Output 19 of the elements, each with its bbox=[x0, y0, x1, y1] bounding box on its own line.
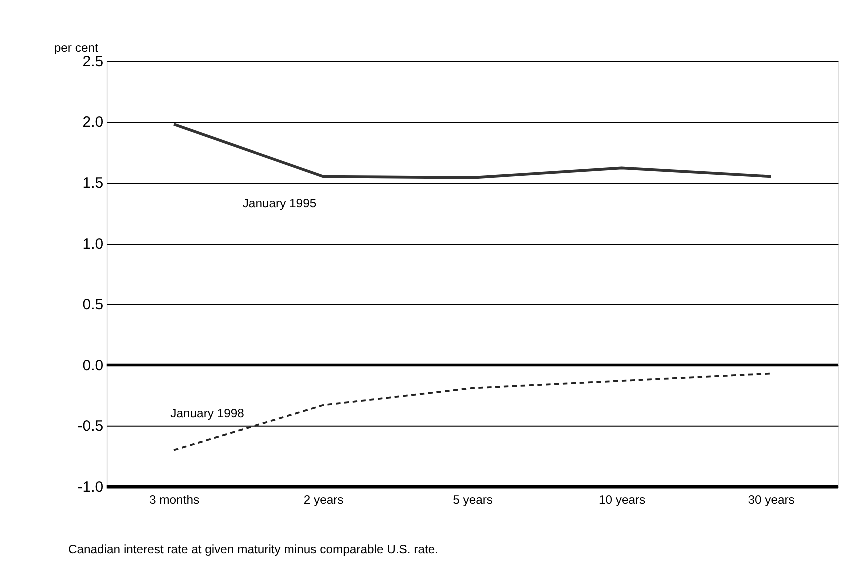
y-tick-label: 2.5 bbox=[82, 53, 104, 70]
x-tick-label: 3 months bbox=[149, 493, 200, 508]
series-label: January 1995 bbox=[242, 196, 317, 210]
x-tick-label: 30 years bbox=[748, 493, 795, 508]
x-tick-label: 5 years bbox=[453, 493, 493, 508]
y-tick-label: 0.0 bbox=[82, 357, 104, 374]
y-tick-label: -0.5 bbox=[78, 418, 104, 436]
line-series bbox=[172, 123, 772, 180]
x-tick-label: 2 years bbox=[304, 493, 344, 508]
y-tick-label: 0.5 bbox=[82, 296, 104, 314]
line-series bbox=[173, 372, 772, 452]
y-tick-label: 1.0 bbox=[82, 236, 104, 253]
y-tick-label: 1.5 bbox=[82, 174, 104, 192]
text: Canadian interest rate at given maturity minus comparable U.S. rate. bbox=[68, 542, 439, 556]
y-axis-title: per cent bbox=[54, 40, 99, 55]
y-tick-label: -1.0 bbox=[78, 479, 104, 496]
series-label: January 1998 bbox=[170, 406, 245, 420]
y-tick-label: 2.0 bbox=[82, 114, 104, 132]
x-tick-label: 10 years bbox=[598, 493, 646, 508]
